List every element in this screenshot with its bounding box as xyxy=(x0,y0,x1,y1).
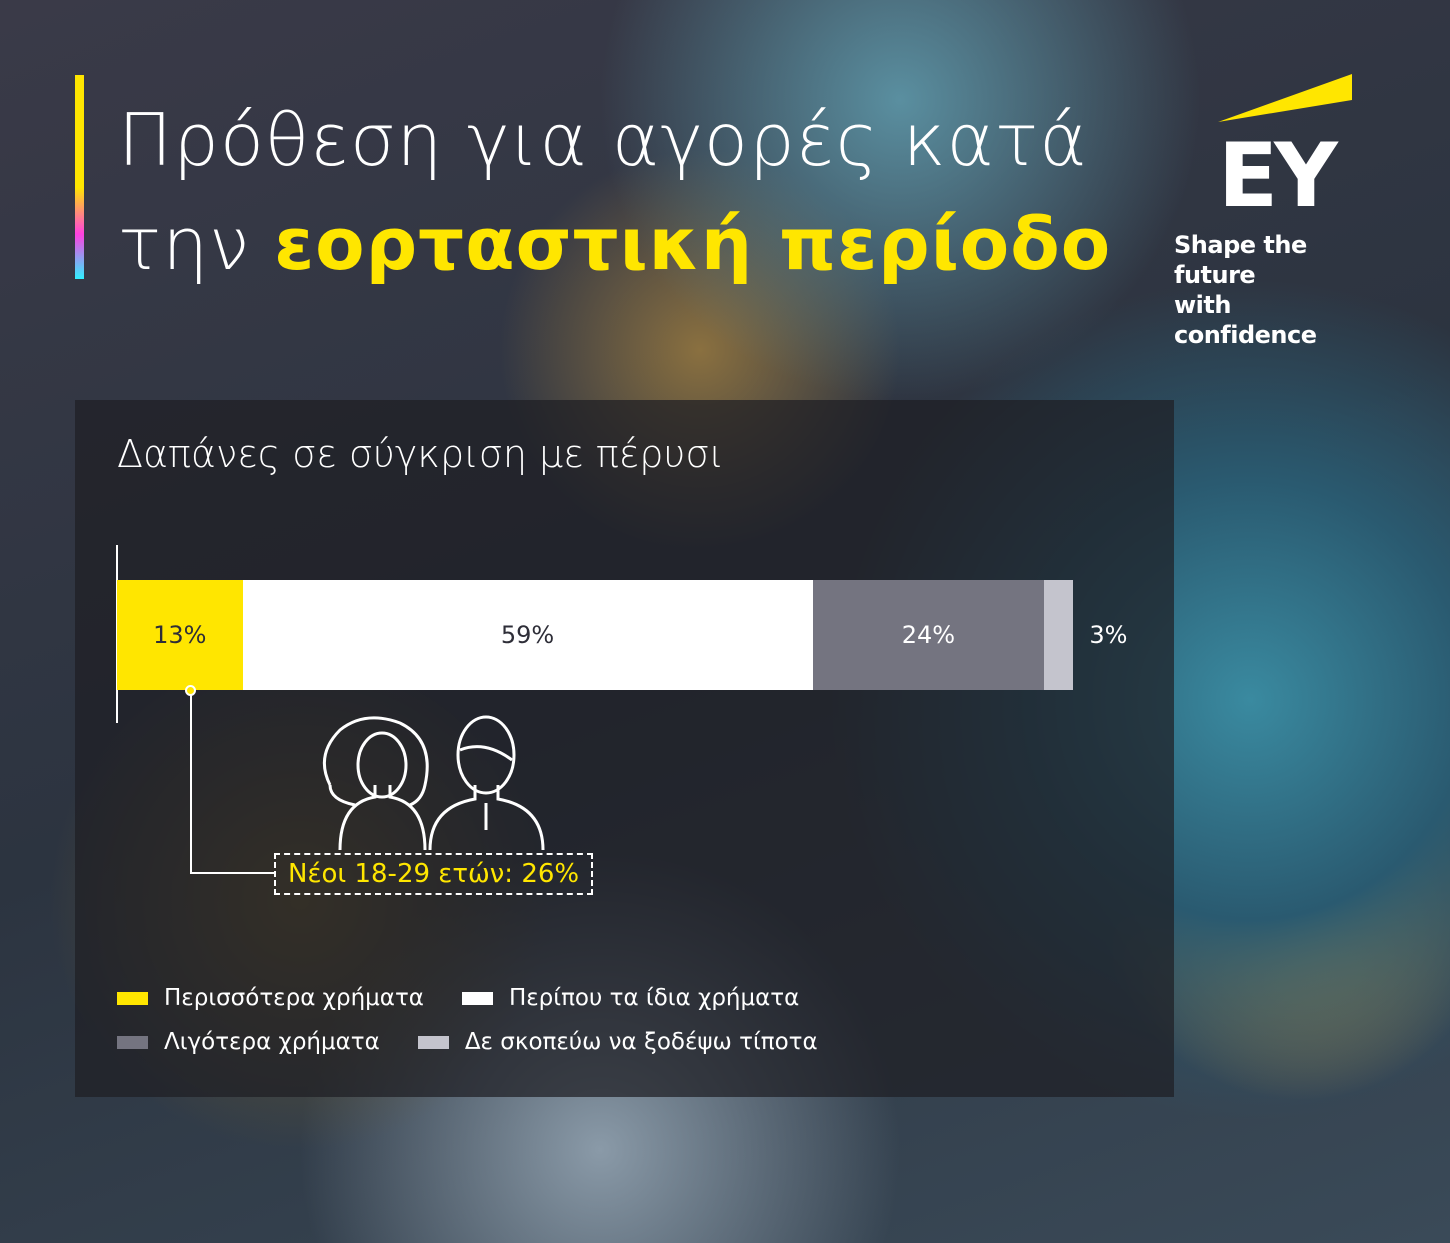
legend-swatch xyxy=(117,991,148,1005)
bar-segment: 24% xyxy=(812,580,1045,690)
title-highlight: εορταστική περίοδο xyxy=(274,202,1112,286)
legend-swatch xyxy=(117,1035,148,1049)
legend-label: Περίπου τα ίδια χρήματα xyxy=(508,985,800,1011)
stacked-bar: 13% 59% 24% xyxy=(117,580,1083,690)
bar-segment: 13% xyxy=(117,580,243,690)
chart-panel: Δαπάνες σε σύγκριση με πέρυσι 13% 59% 24% … xyxy=(75,400,1174,1097)
legend-swatch xyxy=(461,991,493,1005)
tagline-line1: Shape the future xyxy=(1174,231,1307,289)
legend-item: Περισσότερα χρήματα xyxy=(117,985,424,1011)
woman-icon xyxy=(322,716,429,851)
bar-segment: 59% xyxy=(242,580,813,690)
people-illustration xyxy=(322,715,545,851)
legend-label: Περισσότερα χρήματα xyxy=(164,985,424,1011)
title-plain: την xyxy=(118,202,251,286)
legend-item: Δε σκοπεύω να ξοδέψω τίποτα xyxy=(417,1029,818,1055)
logo-tagline: Shape the future with confidence xyxy=(1174,230,1380,350)
legend-label: Δε σκοπεύω να ξοδέψω τίποτα xyxy=(464,1029,818,1055)
tagline-line2: with confidence xyxy=(1174,291,1317,349)
accent-bar xyxy=(75,75,84,279)
callout-dot xyxy=(185,685,196,696)
legend-item: Λιγότερα χρήματα xyxy=(117,1029,380,1055)
logo-brand: EY xyxy=(1218,124,1338,227)
page-title: Πρόθεση για αγορές κατά την εορταστική π… xyxy=(118,88,1111,296)
title-line1: Πρόθεση για αγορές κατά xyxy=(118,98,1088,182)
data-label: 13% xyxy=(153,621,207,649)
legend-label: Λιγότερα χρήματα xyxy=(164,1029,380,1055)
data-label: 24% xyxy=(901,621,956,649)
logo-beam-icon xyxy=(1218,74,1352,122)
legend: Περισσότερα χρήματα Περίπου τα ίδια χρήμα… xyxy=(117,985,1137,1055)
man-icon xyxy=(428,715,545,851)
chart-title: Δαπάνες σε σύγκριση με πέρυσι xyxy=(117,432,725,476)
title-line2: την εορταστική περίοδο xyxy=(118,192,1111,296)
data-label: 59% xyxy=(500,621,555,649)
bar-segment xyxy=(1044,580,1074,690)
ey-logo: EY Shape the future with confidence xyxy=(1170,72,1380,349)
legend-item: Περίπου τα ίδια χρήματα xyxy=(461,985,800,1011)
callout-connector xyxy=(190,690,274,874)
legend-swatch xyxy=(417,1035,449,1049)
data-label-outside: 3% xyxy=(1089,621,1128,649)
youth-annotation: Νέοι 18-29 ετών: 26% xyxy=(274,853,594,895)
